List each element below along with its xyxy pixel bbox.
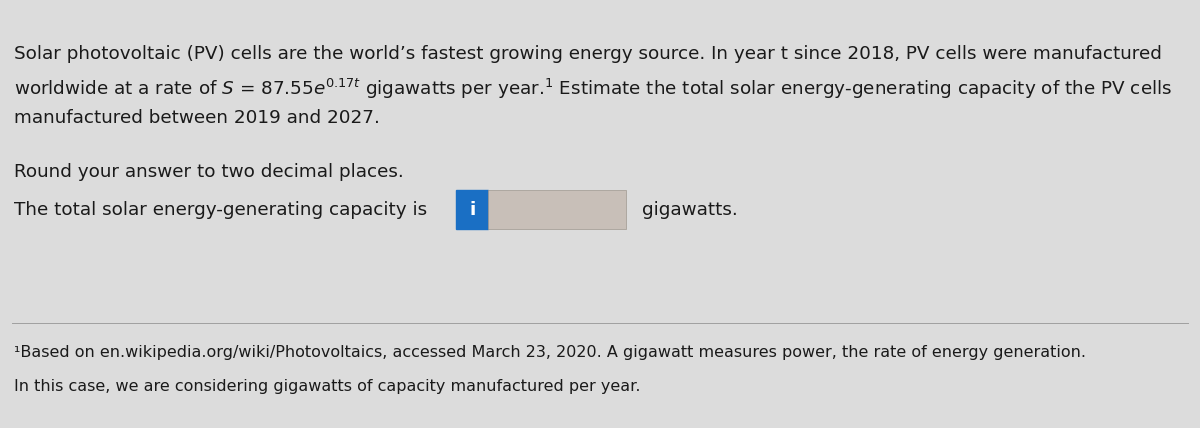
Text: i: i	[469, 201, 475, 219]
Text: In this case, we are considering gigawatts of capacity manufactured per year.: In this case, we are considering gigawat…	[14, 379, 641, 394]
Text: ¹Based on en.wikipedia.org/wiki/Photovoltaics, accessed March 23, 2020. A gigawa: ¹Based on en.wikipedia.org/wiki/Photovol…	[14, 345, 1086, 360]
Text: gigawatts.: gigawatts.	[642, 201, 738, 219]
Text: The total solar energy-generating capacity is: The total solar energy-generating capaci…	[14, 201, 427, 219]
Text: manufactured between 2019 and 2027.: manufactured between 2019 and 2027.	[14, 109, 380, 127]
Text: Solar photovoltaic (PV) cells are the world’s fastest growing energy source. In : Solar photovoltaic (PV) cells are the wo…	[14, 45, 1163, 63]
FancyBboxPatch shape	[488, 190, 626, 229]
Text: worldwide at a rate of $S$ = 87.55$e^{0.17t}$ gigawatts per year.$^1$ Estimate t: worldwide at a rate of $S$ = 87.55$e^{0.…	[14, 77, 1172, 101]
FancyBboxPatch shape	[456, 190, 488, 229]
Text: Round your answer to two decimal places.: Round your answer to two decimal places.	[14, 163, 404, 181]
